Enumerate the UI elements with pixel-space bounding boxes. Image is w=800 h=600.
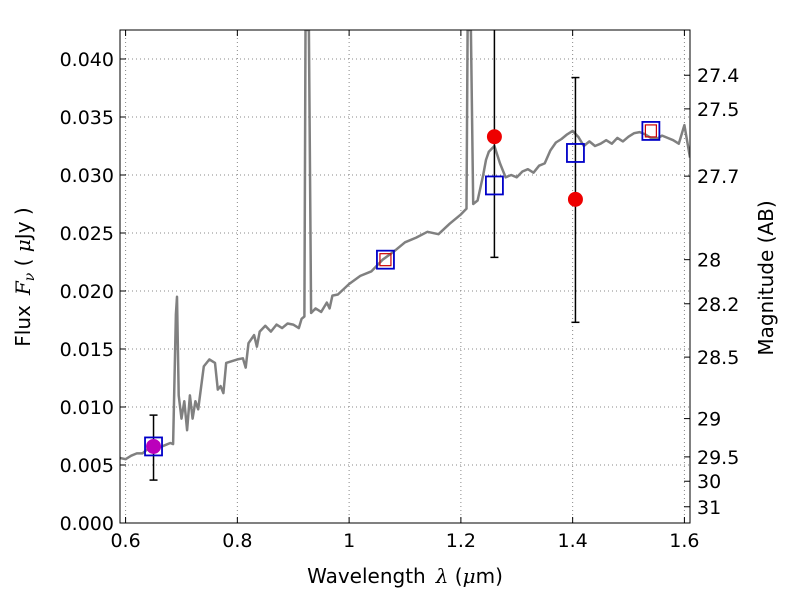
grid <box>120 30 690 524</box>
x-axis-label: Wavelength λ (μm) <box>307 564 503 588</box>
y2-tick-label: 27.5 <box>697 99 739 121</box>
y2-axis-label: Magnitude (AB) <box>754 200 778 355</box>
y-axis-unit-mu: μ <box>11 239 35 252</box>
y2-tick-label: 29.5 <box>697 447 739 469</box>
y-tick-label: 0.005 <box>60 455 114 477</box>
y-tick-label: 0.035 <box>60 107 114 129</box>
observed-point <box>567 191 583 207</box>
y-axis-subscript: ν <box>22 272 38 281</box>
spectrum <box>120 30 690 461</box>
y-axis-unit-open: ( <box>11 252 35 273</box>
x-tick-label: 1.2 <box>446 530 476 552</box>
y2-tick-label: 31 <box>697 497 721 519</box>
x-axis-unit-rest: m) <box>476 564 503 588</box>
x-tick-label: 1.6 <box>669 530 699 552</box>
observed-point <box>146 438 162 454</box>
y2-tick-label: 29 <box>697 409 721 431</box>
x-tick-label: 0.6 <box>110 530 140 552</box>
model-photometry-square <box>376 249 395 270</box>
y-tick-label: 0.020 <box>60 281 114 303</box>
y-tick-label: 0.025 <box>60 223 114 245</box>
y2-tick-label: 28.5 <box>697 347 739 369</box>
y-tick-label: 0.015 <box>60 339 114 361</box>
y-axis-label: Flux Fν ( μJy ) <box>11 207 38 346</box>
model-photometry-square <box>566 143 585 163</box>
y2-tick-label: 28 <box>697 250 721 272</box>
x-axis-unit-open: ( <box>448 564 462 588</box>
y-tick-label: 0.030 <box>60 165 114 187</box>
x-tick-label: 1 <box>343 530 355 552</box>
y2-tick-label: 27.4 <box>697 65 739 87</box>
y-tick-label: 0.000 <box>60 513 114 535</box>
x-axis-unit-mu: μ <box>463 564 476 588</box>
model-photometry-square <box>485 175 504 196</box>
y2-tick-label: 30 <box>697 471 721 493</box>
y-axis-unit-rest: Jy ) <box>11 207 35 241</box>
model-spectrum-line <box>120 30 690 461</box>
y2-tick-label: 27.7 <box>697 166 739 188</box>
x-tick-label: 0.8 <box>222 530 252 552</box>
y-axis-label-text: Flux <box>11 305 35 347</box>
x-axis-label-text: Wavelength <box>307 564 426 588</box>
x-tick-label: 1.4 <box>558 530 588 552</box>
y-axis-symbol: F <box>11 280 35 296</box>
model-photometry-inner-square <box>644 124 657 138</box>
markers <box>144 30 661 481</box>
plot-frame <box>119 29 691 524</box>
y-tick-label: 0.010 <box>60 397 114 419</box>
y-tick-label: 0.040 <box>60 49 114 71</box>
y2-tick-label: 28.2 <box>697 294 739 316</box>
x-axis-symbol: λ <box>435 564 449 588</box>
axis-ticks: 0.6 0.8 1 1.2 1.4 1.6 0.000 0.005 0.010 0.015 0.02… <box>60 30 739 552</box>
model-photometry-inner-square <box>379 253 392 267</box>
model-photometry-square <box>641 121 661 141</box>
observed-point <box>486 129 502 145</box>
model-photometry-square <box>144 436 163 457</box>
